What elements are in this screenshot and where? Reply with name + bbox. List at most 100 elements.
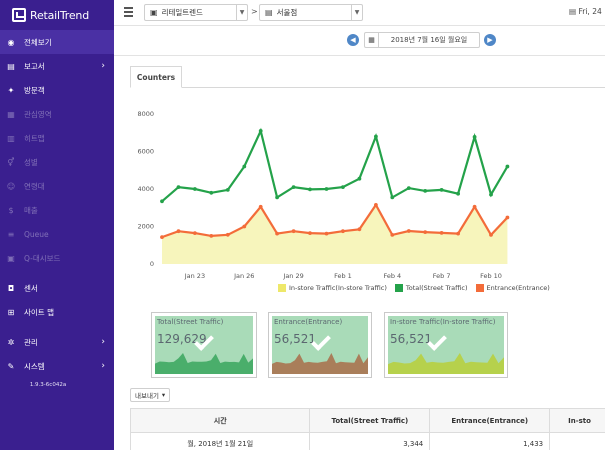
data-point bbox=[258, 129, 263, 133]
data-point bbox=[193, 231, 197, 236]
dashboard-icon: ▣ bbox=[7, 253, 15, 263]
chevron-right-icon: › bbox=[101, 361, 105, 371]
sidebar-item[interactable]: ✎ 시스템 › bbox=[0, 354, 114, 378]
y-tick-label: 8000 bbox=[137, 110, 154, 118]
data-point bbox=[406, 229, 411, 233]
sparkline bbox=[388, 353, 504, 374]
sidebar-item[interactable]: ☺ 연령대 bbox=[0, 174, 114, 198]
sidebar-item[interactable]: ▣ Q-대시보드 bbox=[0, 246, 114, 270]
sidebar-item[interactable]: ≡ Queue bbox=[0, 222, 114, 246]
sidebar-item[interactable]: ✦ 방문객 bbox=[0, 78, 114, 102]
traffic-line-chart: 0 2000 4000 6000 8000 Jan 23 Jan 26 Jan 29 Feb 1… bbox=[137, 110, 510, 280]
sidebar-item[interactable]: ⚥ 성별 bbox=[0, 150, 114, 174]
data-table: 시간 Total(Street Traffic) Entrance(Entran… bbox=[129, 408, 605, 450]
sidebar-item[interactable]: ◉ 전체보기 bbox=[0, 30, 114, 54]
column-header[interactable]: 시간 bbox=[129, 408, 311, 433]
chart-legend: In-store Traffic(In-store Traffic) Total(… bbox=[278, 284, 550, 292]
stat-card-entrance[interactable]: Entrance(Entrance) 56,521 bbox=[268, 312, 372, 378]
sidebar-item-label: 성별 bbox=[24, 157, 38, 167]
printer-icon[interactable]: ▤ bbox=[569, 7, 577, 16]
sidebar-item-label: 히트맵 bbox=[24, 133, 45, 143]
table-cell: 1,433 bbox=[429, 432, 551, 450]
stat-card-value: 56,521 bbox=[274, 332, 316, 346]
data-point bbox=[406, 186, 411, 190]
company-select[interactable]: ▣ 리테일트렌드 ▼ bbox=[144, 4, 248, 21]
sidebar-item-label: 방문객 bbox=[24, 85, 45, 95]
datetime-text: Fri, 24 bbox=[578, 7, 602, 16]
legend-item[interactable]: Total(Street Traffic) bbox=[394, 284, 468, 292]
arrow-right-icon[interactable]: ▶ bbox=[484, 34, 496, 46]
column-header[interactable]: In-sto bbox=[549, 408, 605, 433]
calendar-icon[interactable]: ▦ bbox=[365, 33, 379, 47]
heatmap-icon: ▥ bbox=[7, 133, 15, 143]
y-tick-label: 2000 bbox=[137, 223, 154, 231]
stat-card-total[interactable]: Total(Street Traffic) 129,629 bbox=[151, 312, 257, 378]
data-point bbox=[472, 204, 477, 209]
sidebar-item-label: 관심영역 bbox=[24, 109, 52, 119]
sidebar-item-label: 사이트 맵 bbox=[24, 307, 54, 317]
data-point bbox=[324, 231, 329, 236]
legend-item[interactable]: In-store Traffic(In-store Traffic) bbox=[278, 284, 387, 292]
sidebar-item-label: Queue bbox=[24, 229, 49, 239]
data-point bbox=[308, 231, 312, 236]
sidebar-item[interactable]: ⊞ 사이트 맵 bbox=[0, 300, 114, 324]
data-point bbox=[275, 231, 279, 236]
export-button[interactable]: 내보내기 ▾ bbox=[130, 388, 171, 402]
data-point bbox=[242, 164, 247, 169]
tab-counters[interactable]: Counters bbox=[130, 66, 182, 88]
data-point bbox=[258, 204, 263, 209]
sidebar-item-label: 매출 bbox=[24, 205, 38, 215]
arrow-left-icon[interactable]: ◀ bbox=[347, 34, 359, 46]
data-point bbox=[456, 191, 460, 196]
legend-label: In-store Traffic(In-store Traffic) bbox=[289, 284, 387, 292]
stat-card-instore[interactable]: In-store Traffic(In-store Traffic) 56,52… bbox=[384, 312, 508, 378]
legend-swatch bbox=[394, 284, 403, 292]
sidebar-item[interactable]: ▤ 보고서 › bbox=[0, 54, 114, 78]
stat-card-value: 56,521 bbox=[390, 332, 432, 346]
sidebar-item[interactable]: ◘ 센서 bbox=[0, 276, 114, 300]
data-point bbox=[472, 135, 477, 139]
legend-label: Entrance(Entrance) bbox=[486, 284, 550, 292]
logo-text: RetailTrend bbox=[30, 8, 89, 22]
stat-card-title: Total(Street Traffic) bbox=[157, 318, 224, 326]
data-point bbox=[489, 192, 493, 197]
table-cell bbox=[549, 432, 605, 450]
queue-icon: ≡ bbox=[7, 229, 15, 239]
data-point bbox=[193, 187, 197, 191]
building-icon: ▣ bbox=[150, 8, 158, 17]
data-point bbox=[390, 233, 395, 237]
table-cell: 월, 2018년 1월 21일 bbox=[129, 432, 311, 450]
chevron-right-icon: › bbox=[101, 337, 105, 347]
date-picker[interactable]: ▦ 2018년 7월 16일 월요일 bbox=[364, 32, 480, 48]
series-line-total bbox=[161, 127, 509, 203]
data-point bbox=[308, 187, 312, 192]
store-select[interactable]: ▤ 서울점 ▼ bbox=[259, 4, 363, 21]
sidebar-nav: ◉ 전체보기 ▤ 보고서 › ✦ 방문객 ▦ 관심영역 ▥ 히트맵 ⚥ 성별 ☺ 연령대 $ 매출 ≡ Queue ▣… bbox=[0, 30, 114, 378]
data-point bbox=[489, 233, 493, 237]
y-tick-label: 4000 bbox=[137, 185, 154, 193]
menu-toggle-icon[interactable] bbox=[124, 7, 133, 17]
x-tick-label: Jan 26 bbox=[233, 272, 254, 280]
sidebar-item[interactable]: ▦ 관심영역 bbox=[0, 102, 114, 126]
column-header[interactable]: Entrance(Entrance) bbox=[429, 408, 551, 433]
store-select-value: 서울점 bbox=[276, 8, 298, 17]
x-tick-label: Feb 7 bbox=[433, 272, 451, 280]
logo[interactable]: RetailTrend bbox=[0, 0, 114, 30]
company-select-value: 리테일트렌드 bbox=[161, 8, 203, 17]
table-row[interactable]: 월, 2018년 1월 21일 3,344 1,433 bbox=[129, 432, 605, 450]
data-point bbox=[374, 203, 378, 207]
column-header[interactable]: Total(Street Traffic) bbox=[309, 408, 431, 433]
sitemap-icon: ⊞ bbox=[7, 307, 15, 317]
legend-swatch bbox=[278, 284, 286, 292]
sidebar-item[interactable]: $ 매출 bbox=[0, 198, 114, 222]
legend-item[interactable]: Entrance(Entrance) bbox=[475, 284, 550, 292]
sidebar-item[interactable]: ▥ 히트맵 bbox=[0, 126, 114, 150]
data-point bbox=[275, 195, 279, 200]
data-point bbox=[456, 231, 460, 236]
stat-card-value: 129,629 bbox=[157, 332, 207, 346]
sidebar-item[interactable]: ✲ 관리 › bbox=[0, 330, 114, 354]
walking-icon: ✦ bbox=[7, 85, 15, 95]
people-icon: ☺ bbox=[6, 181, 16, 191]
main-content: Counters 0 2000 4000 6000 8000 Jan 23 Jan 26 Ja… bbox=[114, 56, 605, 450]
data-point bbox=[291, 185, 296, 189]
